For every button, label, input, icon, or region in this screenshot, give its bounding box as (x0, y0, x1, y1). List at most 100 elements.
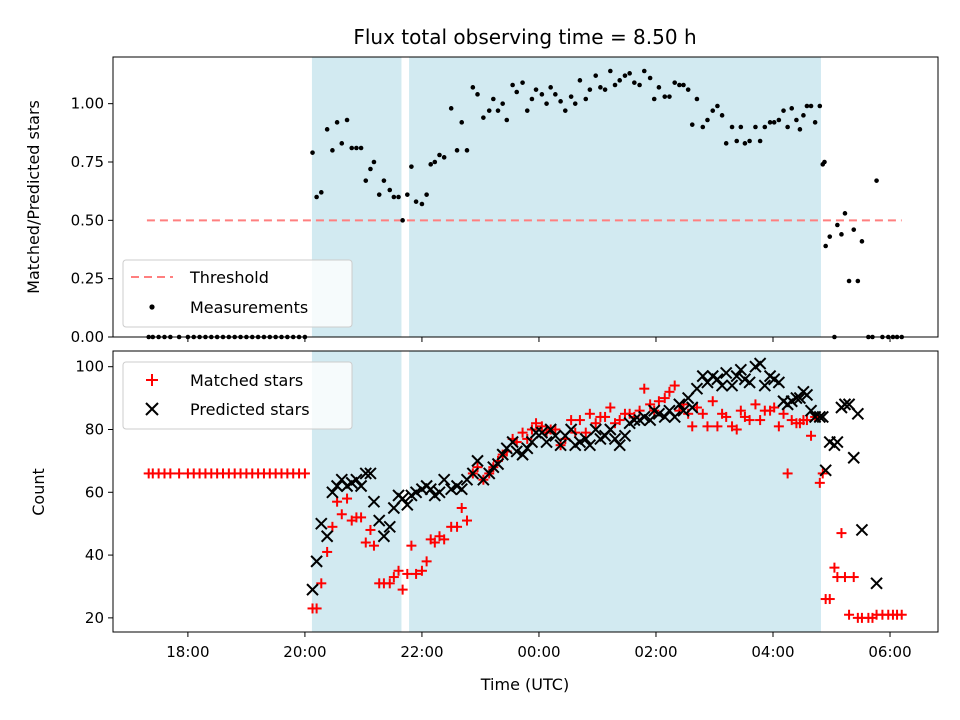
measurement-point (700, 124, 706, 130)
top-legend-box (122, 259, 353, 328)
matched-star-point (517, 427, 528, 438)
measurement-point (381, 178, 387, 183)
y-tick-label: 1.00 (71, 95, 104, 113)
predicted-star-point (870, 577, 883, 590)
predicted-star-point (521, 442, 534, 455)
measurement-point (428, 162, 434, 167)
predicted-star-point (758, 379, 772, 392)
cross-b (738, 373, 752, 386)
measurement-point (641, 68, 647, 74)
legend-predicted-swatch (145, 402, 159, 416)
measurement-point (396, 194, 401, 200)
cross-b (516, 448, 529, 461)
cross-b (306, 583, 319, 596)
matched-star-point (421, 556, 432, 567)
measurement-point (470, 85, 476, 90)
predicted-star-point (772, 376, 786, 389)
matched-star-point (659, 393, 670, 404)
measurement-point (677, 82, 682, 88)
matched-star-point (824, 594, 835, 605)
measurement-point (368, 166, 373, 172)
matched-star-point (356, 512, 367, 523)
predicted-star-point (800, 388, 814, 402)
chart-title: Flux total observing time = 8.50 h (353, 25, 696, 49)
matched-star-point (316, 578, 327, 589)
matched-star-point (836, 528, 847, 539)
measurement-point (514, 89, 520, 95)
predicted-star-point (851, 407, 865, 421)
matched-star-point (165, 468, 176, 479)
measurement-point (685, 87, 691, 92)
predicted-star-point (326, 486, 339, 499)
cross-b (648, 404, 661, 417)
bottom-legend-box (122, 361, 353, 430)
legend-measurements-swatch (149, 304, 155, 310)
cross-b (618, 429, 632, 442)
matched-star-point (299, 468, 310, 479)
measurement-point (817, 103, 823, 109)
measurement-point (859, 239, 865, 244)
matched-star-point (639, 383, 650, 394)
measurement-point (593, 73, 599, 78)
measurement-point (767, 120, 773, 125)
observing-interval (409, 351, 821, 632)
matched-star-point (536, 421, 547, 432)
predicted-star-point (652, 407, 666, 421)
measurement-point (558, 99, 563, 104)
predicted-star-point (367, 495, 381, 508)
matched-star-point (393, 565, 404, 576)
cross-b (658, 410, 671, 424)
predicted-star-point (554, 438, 567, 452)
measurement-point (454, 148, 460, 153)
measurement-point (622, 73, 628, 78)
measurement-point (562, 108, 568, 113)
measurement-point (705, 117, 710, 123)
matched-star-point (174, 468, 185, 479)
measurement-point (424, 192, 429, 197)
y-tick-label: 0.25 (71, 270, 104, 288)
measurement-point (334, 120, 340, 125)
measurement-point (808, 103, 814, 109)
matched-star-point (707, 396, 718, 407)
top-y-axis-label: Matched/Predicted stars (24, 100, 43, 294)
cross-b (668, 410, 681, 424)
cross-b (686, 401, 699, 414)
measurement-point (823, 243, 828, 249)
measurement-point (330, 148, 335, 153)
matched-star-point (844, 609, 855, 620)
predicted-star-point (510, 445, 523, 458)
cross-b (401, 498, 414, 512)
y-tick-label: 20 (85, 609, 104, 627)
cross-b (450, 479, 464, 493)
cross-b (564, 423, 578, 436)
measurement-point (572, 101, 578, 106)
matched-star-point (406, 540, 417, 551)
predicted-star-point (715, 379, 729, 392)
cross-b (725, 379, 739, 392)
measurement-point (459, 120, 465, 125)
cross-b (696, 369, 709, 383)
matched-star-point (452, 521, 463, 532)
matched-star-point (801, 415, 812, 426)
top-legend: Threshold Measurements (122, 259, 353, 328)
matched-star-point (782, 468, 793, 479)
predicted-star-point (638, 410, 651, 424)
matched-star-point (584, 408, 595, 419)
predicted-star-point (677, 404, 690, 417)
matched-star-point (744, 415, 755, 426)
predicted-star-point (433, 486, 446, 499)
cross-b (743, 376, 756, 389)
measurement-point (851, 227, 857, 232)
cross-b (643, 413, 657, 427)
cross-b (753, 357, 767, 370)
predicted-star-point (455, 482, 468, 496)
predicted-star-point (359, 467, 372, 480)
matched-star-point (311, 603, 322, 614)
cross-b (326, 486, 339, 499)
matched-star-point (614, 415, 625, 426)
predicted-star-point (831, 435, 844, 449)
matched-star-point (669, 380, 680, 391)
cross-b (540, 435, 553, 449)
bottom-axes-frame (112, 350, 939, 633)
measurement-point (835, 222, 840, 228)
